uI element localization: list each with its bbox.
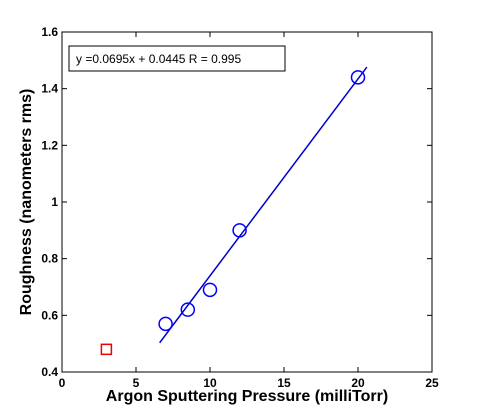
fit-equation-frame bbox=[68, 45, 286, 72]
x-tick-label: 10 bbox=[203, 376, 217, 390]
x-axis-label: Argon Sputtering Pressure (milliTorr) bbox=[106, 388, 388, 405]
data-point-circle bbox=[202, 282, 218, 298]
fit-line bbox=[159, 66, 368, 344]
x-tick-label: 25 bbox=[425, 376, 439, 390]
plot-area bbox=[61, 31, 433, 373]
fit-equation-text: y =0.0695x + 0.0445 R = 0.995 bbox=[76, 52, 241, 66]
y-tick-label: 0.8 bbox=[41, 252, 58, 266]
y-tick-label: 1.6 bbox=[41, 25, 58, 39]
x-tick-label: 5 bbox=[133, 376, 140, 390]
y-tick-label: 1 bbox=[51, 195, 58, 209]
fit-line-group bbox=[159, 66, 368, 344]
data-point-circle bbox=[180, 302, 196, 317]
axis-ticks: 0 5 10 15 20 25 0.4 0.6 0.8 1 1.2 1.4 1.6 bbox=[41, 25, 439, 390]
data-point-circle bbox=[158, 316, 173, 332]
y-tick-label: 1.2 bbox=[41, 138, 58, 152]
fit-equation-box: y =0.0695x + 0.0445 R = 0.995 bbox=[68, 45, 286, 72]
data-point-square bbox=[100, 343, 113, 356]
x-tick-label: 20 bbox=[351, 376, 365, 390]
y-tick-label: 0.6 bbox=[41, 308, 58, 322]
y-axis-label: Roughness (nanometers rms) bbox=[18, 89, 35, 316]
y-tick-label: 1.4 bbox=[41, 82, 58, 96]
data-points bbox=[100, 70, 366, 356]
x-tick-label: 0 bbox=[59, 376, 66, 390]
data-point-circle bbox=[232, 223, 247, 238]
data-point-circle bbox=[350, 70, 366, 85]
y-tick-label: 0.4 bbox=[41, 365, 58, 379]
x-tick-label: 15 bbox=[277, 376, 291, 390]
